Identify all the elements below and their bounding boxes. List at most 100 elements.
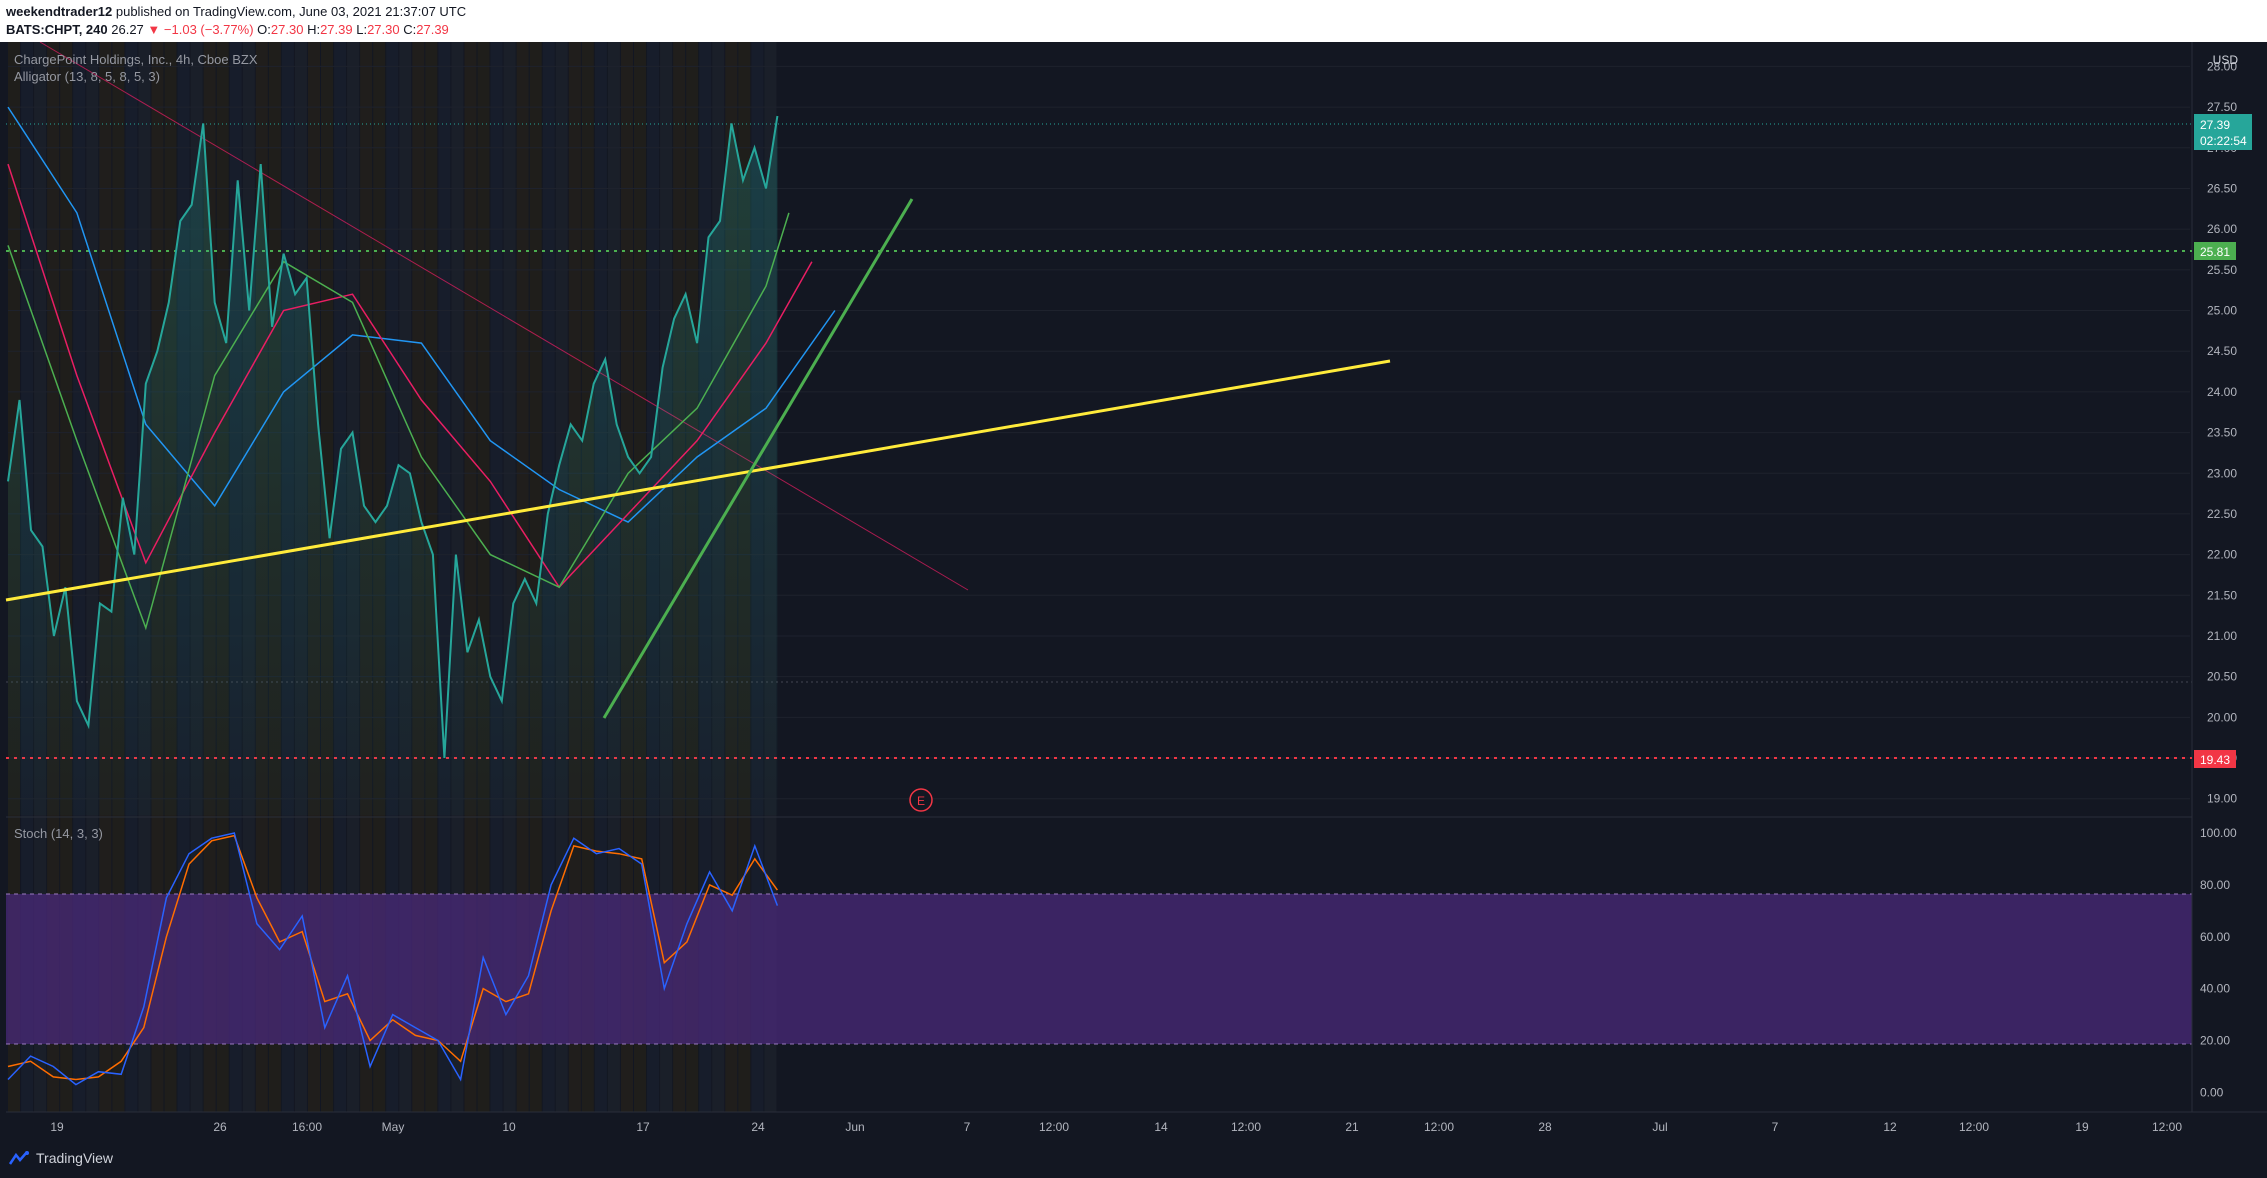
time-tick-label: 12:00: [1959, 1120, 1989, 1134]
open-label: O:: [257, 22, 271, 37]
stoch-tick-label: 40.00: [2200, 982, 2230, 996]
price-area: [8, 116, 778, 815]
price-tick-label: 21.50: [2207, 588, 2237, 602]
time-tick-label: 12:00: [1231, 1120, 1261, 1134]
time-tick-label: 10: [502, 1120, 516, 1134]
stoch-d-line: [7, 834, 779, 1081]
countdown-value: 02:22:54: [2200, 134, 2247, 148]
green-trend-line[interactable]: [602, 198, 914, 719]
last-price-badge-bg: [2194, 114, 2252, 150]
symbol-label: BATS:CHPT, 240: [6, 22, 108, 37]
alligator-lips-line: [7, 212, 790, 631]
open-value: 27.30: [270, 22, 304, 37]
last-price-value: 27.39: [2200, 118, 2230, 132]
time-tick-label: Jun: [845, 1120, 864, 1134]
chart-canvas[interactable]: E ChargePoint Holdings, Inc., 4h, Cboe B…: [0, 42, 2267, 1140]
time-tick-label: 16:00: [292, 1120, 322, 1134]
price-tick-label: 23.00: [2207, 466, 2237, 480]
session-stripe: [86, 42, 99, 1112]
legend-indicator[interactable]: Alligator (13, 8, 5, 8, 5, 3): [14, 69, 160, 84]
session-stripe: [438, 42, 451, 1112]
time-tick-label: 12:00: [2152, 1120, 2182, 1134]
price-tick-label: 22.50: [2207, 507, 2237, 521]
price-tick-label: 20.50: [2207, 670, 2237, 684]
last-price-badge: 27.39 02:22:54: [2194, 114, 2252, 150]
time-tick-label: 21: [1345, 1120, 1359, 1134]
time-tick-label: 17: [636, 1120, 650, 1134]
change-value: ▼ −1.03 (−3.77%): [147, 22, 254, 37]
price-tick-label: 24.50: [2207, 344, 2237, 358]
close-value: 27.39: [416, 22, 449, 37]
legend-title[interactable]: ChargePoint Holdings, Inc., 4h, Cboe BZX: [14, 52, 258, 67]
time-tick-label: 24: [751, 1120, 765, 1134]
price-line: [7, 115, 779, 759]
stoch-tick-label: 20.00: [2200, 1034, 2230, 1048]
publication-header: weekendtrader12 published on TradingView…: [0, 0, 2267, 42]
stoch-k-line: [7, 832, 779, 1086]
price-tick-label: 20.00: [2207, 710, 2237, 724]
stoch-tick-label: 80.00: [2200, 878, 2230, 892]
tradingview-logo-icon: [8, 1151, 29, 1165]
stoch-tick-label: 60.00: [2200, 930, 2230, 944]
price-tick-label: 27.50: [2207, 100, 2237, 114]
price-tick-label: 22.00: [2207, 548, 2237, 562]
time-tick-label: 12:00: [1039, 1120, 1069, 1134]
alligator-jaw-line: [7, 106, 836, 523]
yellow-trend-line[interactable]: [5, 359, 1391, 602]
resistance-value: 25.81: [2200, 245, 2230, 259]
price-tick-label: 26.50: [2207, 181, 2237, 195]
stoch-tick-label: 0.00: [2200, 1085, 2224, 1099]
stoch-tick-label: 100.00: [2200, 826, 2237, 840]
low-value: 27.30: [367, 22, 400, 37]
session-stripe: [60, 42, 73, 1112]
session-stripe: [464, 42, 477, 1112]
session-stripe: [73, 42, 86, 1112]
published-text: published on TradingView.com, June 03, 2…: [115, 4, 467, 19]
time-tick-label: 19: [50, 1120, 64, 1134]
low-label: L:: [356, 22, 368, 37]
time-tick-label: May: [382, 1120, 405, 1134]
resistance-badge-bg: [2194, 242, 2236, 260]
price-tick-label: 25.50: [2207, 263, 2237, 277]
price-tick-label: 26.00: [2207, 222, 2237, 236]
legend-oscillator[interactable]: Stoch (14, 3, 3): [14, 826, 103, 841]
price-tick-label: 24.00: [2207, 385, 2237, 399]
stoch-band: [6, 894, 2192, 1044]
time-axis[interactable]: 19 26 16:00 May 10 17 24 Jun 7 12:00 14 12:00 21 12:0…: [50, 1120, 2182, 1134]
publisher-line: weekendtrader12 published on TradingView…: [6, 4, 466, 19]
downtrend-line[interactable]: [39, 42, 969, 591]
symbol-line: BATS:CHPT, 240 26.27 ▼ −1.03 (−3.77%) O:…: [6, 22, 449, 37]
earnings-icon[interactable]: [909, 788, 933, 812]
high-value: 27.39: [320, 22, 353, 37]
earnings-marker[interactable]: E: [909, 788, 933, 812]
time-tick-label: 12:00: [1424, 1120, 1454, 1134]
support-value: 19.43: [2200, 753, 2230, 767]
time-tick-label: 12: [1883, 1120, 1897, 1134]
earnings-letter: E: [917, 794, 925, 808]
support-badge-bg: [2194, 750, 2236, 768]
time-tick-label: 7: [1772, 1120, 1779, 1134]
publisher-name[interactable]: weekendtrader12: [6, 4, 113, 19]
stoch-axis[interactable]: 100.00 80.00 60.00 40.00 20.00 0.00: [2200, 826, 2237, 1099]
high-label: H:: [307, 22, 321, 37]
price-tick-label: 28.00: [2207, 59, 2237, 73]
support-badge: 19.43: [2194, 750, 2236, 768]
price-tick-label: 23.50: [2207, 426, 2237, 440]
currency-label: USD: [2213, 53, 2239, 67]
brand-label: TradingView: [36, 1150, 114, 1166]
tradingview-brand[interactable]: TradingView: [8, 1150, 113, 1166]
close-label: C:: [403, 22, 417, 37]
session-stripe: [503, 42, 516, 1112]
time-tick-label: 7: [964, 1120, 971, 1134]
session-stripe: [529, 42, 542, 1112]
resistance-badge: 25.81: [2194, 242, 2236, 260]
time-tick-label: Jul: [1652, 1120, 1667, 1134]
price-tick-label: 19.00: [2207, 792, 2237, 806]
price-tick-label: 21.00: [2207, 629, 2237, 643]
time-tick-label: 14: [1154, 1120, 1168, 1134]
time-tick-label: 19: [2075, 1120, 2089, 1134]
footer: TradingView: [0, 1140, 2267, 1178]
price-tick-label: 25.00: [2207, 304, 2237, 318]
time-tick-label: 26: [213, 1120, 227, 1134]
last-value: 26.27: [111, 22, 144, 37]
